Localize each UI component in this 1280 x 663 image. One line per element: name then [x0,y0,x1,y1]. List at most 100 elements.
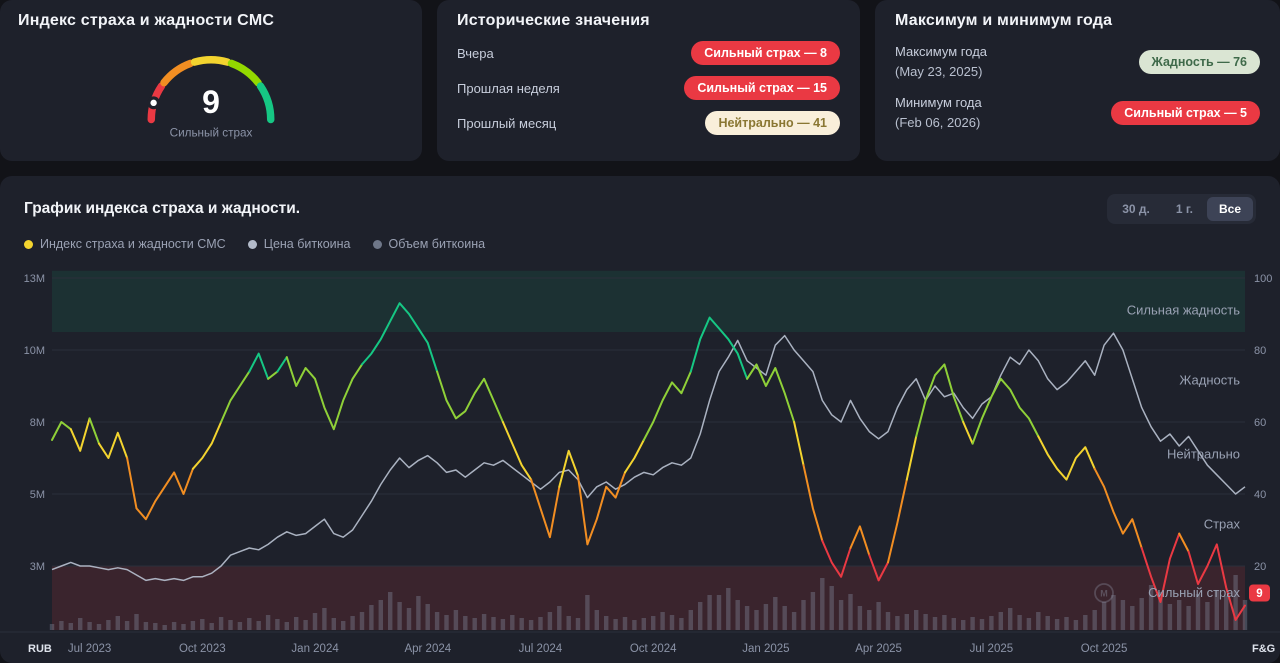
current-value-badge [1249,584,1270,602]
volume-bar [1158,592,1163,630]
volume-bar [688,610,693,630]
right-axis-tick: 40 [1254,489,1266,501]
fg-line-segment [558,449,579,488]
summary-cards-row: Индекс страха и жадности CMC 9 Сильный ст… [0,0,1280,161]
gauge-needle-dot [147,96,161,110]
volume-bar [641,618,646,630]
fg-line-segment [971,377,1040,445]
fg-line-segment [51,421,72,441]
minmax-rows: Максимум года (May 23, 2025) Жадность — 76… [895,42,1260,132]
x-axis-tick: Jan 2024 [291,643,339,655]
volume-bar [406,608,412,630]
volume-bar [209,623,214,630]
volume-bar [669,615,675,630]
volume-bar [1233,575,1238,630]
fg-line-segment [1140,532,1181,603]
volume-bar [1092,610,1097,630]
x-axis-tick: Jul 2023 [68,643,111,655]
volume-bar [124,621,130,630]
gauge-segment [227,59,262,87]
gauge-segment [190,56,232,66]
volume-bar [1167,604,1173,630]
volume-bar [914,610,919,630]
zone-label: Сильный страх [1148,585,1240,600]
volume-bar [660,612,665,630]
volume-bar [463,616,468,630]
volume-bar [1101,602,1107,630]
minmax-row-date: (Feb 06, 2026) [895,114,981,130]
volume-bar [491,617,496,630]
volume-bar [341,621,346,630]
volume-bar [979,619,985,630]
history-row-label: Вчера [457,45,494,61]
volume-bar [1177,600,1182,630]
volume-bar [810,592,816,630]
range-switcher: 30 д. 1 г. Все [1107,194,1256,224]
volume-bar [613,619,618,630]
chart-legend: Индекс страха и жадности CMC Цена биткоин… [0,224,1280,251]
volume-bar [350,616,355,630]
volume-bar [951,618,956,630]
volume-bar [970,617,975,630]
range-button-1y[interactable]: 1 г. [1164,197,1205,221]
fg-line-segment [915,363,965,438]
volume-bar [143,622,149,630]
volume-bar [528,620,534,630]
legend-item[interactable]: Объем биткоина [372,237,485,251]
volume-bar [547,612,553,630]
range-button-30d[interactable]: 30 д. [1110,197,1162,221]
volume-bar [1205,602,1210,630]
volume-bar [698,602,703,630]
volume-bar [1130,606,1135,630]
price-line [51,332,1246,582]
volume-bar [444,615,449,630]
volume-bar [1045,616,1050,630]
volume-bar [237,622,243,630]
volume-bar [510,615,515,630]
legend-item[interactable]: Индекс страха и жадности CMC [24,237,226,251]
year-minmax-card: Максимум и минимум года Максимум года (Ma… [875,0,1280,161]
volume-bar [932,617,938,630]
volume-bar [867,610,872,630]
volume-bar [1036,612,1041,630]
volume-bar [162,625,167,630]
volume-bar [707,595,712,630]
volume-bar [397,602,402,630]
volume-bar [87,622,92,630]
volume-bar [961,620,966,630]
fg-line-segment [501,421,533,481]
fg-line-segment [793,421,805,467]
volume-bar [453,610,459,630]
minmax-row-badge: Сильный страх — 5 [1111,100,1260,125]
volume-bar [472,618,477,630]
volume-bar [1148,585,1154,630]
zone-label: Жадность [1179,373,1240,388]
volume-bar [359,612,365,630]
history-row-badge: Нейтрально — 41 [705,111,840,135]
x-axis-tick: Jul 2025 [970,643,1013,655]
legend-dot [24,239,33,249]
legend-dot [372,239,382,249]
fg-line-segment [577,471,626,546]
left-axis-tick: 13M [24,273,45,285]
legend-label: Индекс страха и жадности CMC [40,237,226,251]
volume-bar [726,588,731,630]
range-button-all[interactable]: Все [1206,197,1253,221]
volume-bar [838,600,844,630]
volume-bar [575,618,581,630]
fg-line-segment [276,356,288,373]
minmax-card-title: Максимум и минимум года [895,12,1113,29]
minmax-row-date: (May 23, 2025) [895,63,983,79]
volume-bar [885,612,891,630]
left-axis-tick: 3M [30,561,45,573]
zone-band [52,270,1245,332]
volume-bar [284,622,289,630]
fear-greed-chart[interactable]: 13M 100 10M 80 8M 60 5M 40 3M 20 Сильная жадность Ж… [0,268,1280,663]
volume-bar [744,606,750,630]
volume-bar [247,618,252,630]
right-axis-unit: F&G [1252,643,1275,655]
fg-line-segment [88,417,100,445]
legend-item[interactable]: Цена биткоина [247,237,351,251]
fg-line-segment [905,435,918,481]
fear-card-title: Индекс страха и жадности CMC [18,12,275,29]
